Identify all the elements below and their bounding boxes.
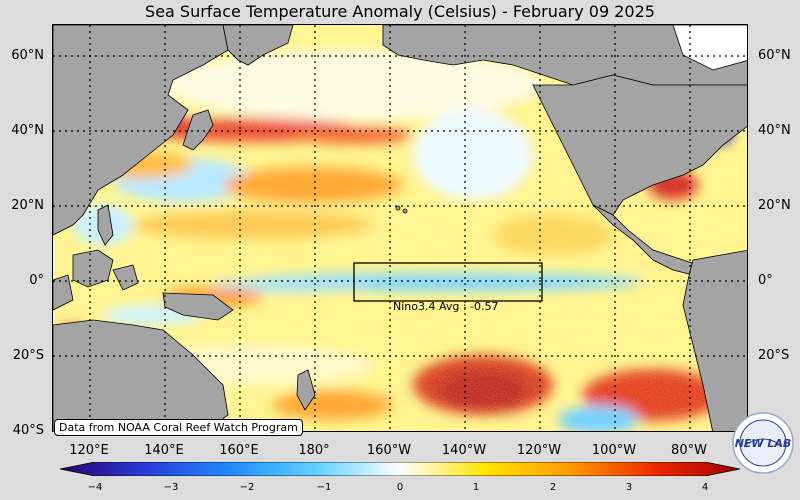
lon-label-160w: 160°W (366, 443, 412, 458)
colorbar-tick-1: 1 (472, 482, 480, 493)
lat-label-60n-left: 60°N (11, 48, 44, 63)
lon-label-120w: 120°W (516, 443, 562, 458)
colorbar-tick-2: 2 (549, 482, 557, 493)
sst-anomaly-map (52, 24, 748, 432)
lat-label-60n-right: 60°N (758, 48, 791, 63)
colorbar-tick-4: 4 (701, 482, 709, 493)
colorbar-tick-minus3: −3 (163, 482, 179, 493)
colorbar-tick-minus1: −1 (316, 482, 332, 493)
lon-label-140w: 140°W (441, 443, 487, 458)
lon-label-180: 180° (298, 443, 330, 458)
lat-label-40n-left: 40°N (11, 123, 44, 138)
lon-label-100w: 100°W (591, 443, 637, 458)
colorbar-tick-3: 3 (625, 482, 633, 493)
logo-text: NEW LAB (735, 437, 792, 450)
lat-label-0-right: 0° (758, 273, 773, 288)
lon-label-80w: 80°W (671, 443, 707, 458)
lat-label-20n-right: 20°N (758, 198, 791, 213)
lat-label-20n-left: 20°N (11, 198, 44, 213)
lat-label-40n-right: 40°N (758, 123, 791, 138)
lat-label-20s-left: 20°S (12, 348, 44, 363)
colorbar-tick-minus2: −2 (239, 482, 255, 493)
lat-label-40s-left: 40°S (12, 423, 44, 438)
colorbar-tick-0: 0 (396, 482, 404, 493)
nino34-average-label: Nino3.4 Avg : -0.57 (393, 300, 499, 313)
map-title: Sea Surface Temperature Anomaly (Celsius… (145, 2, 655, 21)
lat-label-20s-right: 20°S (758, 348, 790, 363)
lat-label-0-left: 0° (29, 273, 44, 288)
colorbar (60, 462, 740, 476)
nino34-region-box (353, 262, 543, 302)
lon-label-120e: 120°E (69, 443, 109, 458)
lon-label-160e: 160°E (219, 443, 259, 458)
new-lab-logo-icon: NEW LAB (732, 412, 794, 474)
data-credit: Data from NOAA Coral Reef Watch Program (54, 419, 303, 436)
lon-label-140e: 140°E (144, 443, 184, 458)
colorbar-tick-minus4: −4 (87, 482, 103, 493)
